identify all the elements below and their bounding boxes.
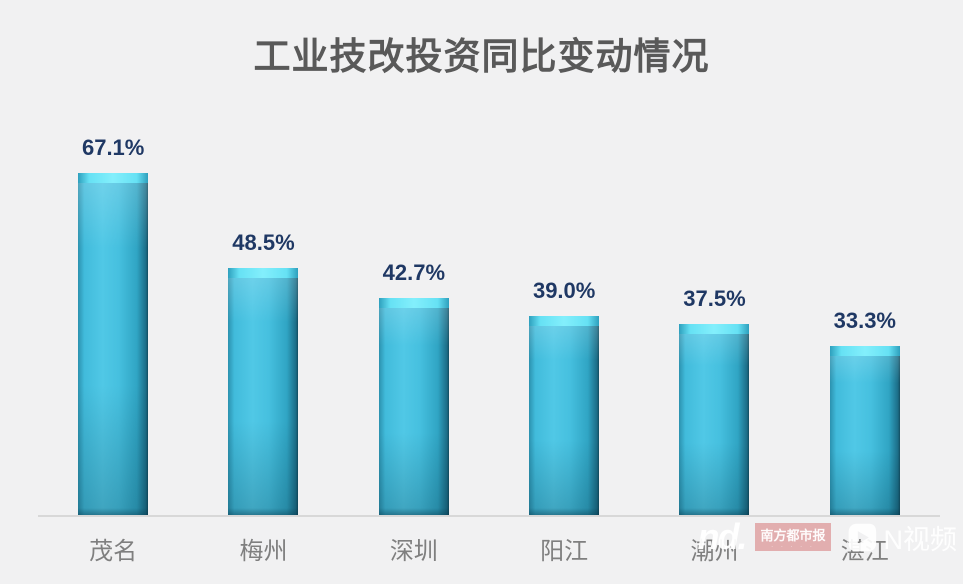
bar: [78, 173, 149, 515]
nandu-logo: nd.: [697, 516, 748, 557]
newspaper-badge: 南方都市报 · · · · ·: [755, 523, 831, 551]
chart-title: 工业技改投资同比变动情况: [253, 36, 710, 77]
category-label: 潮州: [690, 538, 739, 565]
category-label: 梅州: [239, 538, 288, 565]
watermark: nd. 南方都市报 · · · · · N视频: [698, 516, 958, 558]
bar-group-阳江: 39.0%: [489, 118, 639, 515]
bar: [829, 346, 900, 515]
data-label: 37.5%: [683, 286, 746, 311]
data-label: 39.0%: [532, 278, 596, 303]
bar: [529, 316, 600, 515]
plot-area: 67.1% 48.5% 42.7% 39.0% 37.5% 33.3%: [38, 118, 940, 517]
category-label: 深圳: [389, 538, 438, 565]
bar-group-湛江: 33.3%: [790, 118, 940, 515]
bar-group-梅州: 48.5%: [188, 118, 338, 515]
bar: [378, 298, 449, 515]
x-axis-labels: 茂名 梅州 深圳 阳江 潮州 湛江: [38, 531, 940, 566]
data-label: 48.5%: [232, 230, 295, 255]
bar-group-茂名: 67.1%: [38, 118, 188, 515]
category-label: 阳江: [540, 538, 589, 565]
bar-group-深圳: 42.7%: [339, 118, 489, 515]
data-label: 67.1%: [81, 135, 145, 160]
newspaper-badge-text: 南方都市报: [760, 528, 826, 543]
bar: [679, 324, 750, 515]
play-icon: [848, 523, 876, 551]
nvideo-label: N视频: [883, 524, 958, 555]
newspaper-badge-subtext: · · · · ·: [771, 544, 815, 550]
bar: [228, 268, 299, 515]
category-label: 茂名: [89, 538, 138, 565]
bar-group-潮州: 37.5%: [639, 118, 789, 515]
data-label: 42.7%: [382, 260, 446, 285]
data-label: 33.3%: [833, 308, 896, 333]
